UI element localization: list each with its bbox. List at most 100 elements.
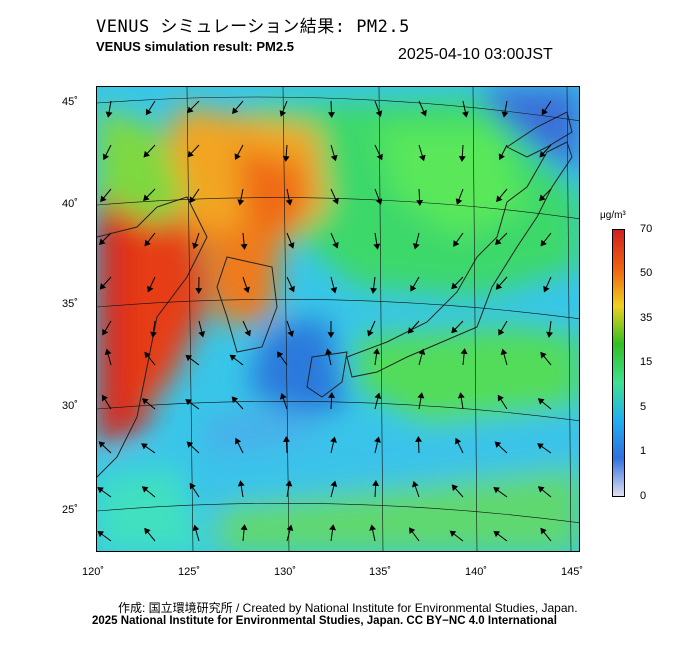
wind-arrowhead [144,351,151,359]
lon-label-135: 135˚ [369,566,392,578]
wind-arrowhead [288,242,295,249]
wind-arrowhead [410,284,417,292]
wind-arrowhead [240,243,248,250]
wind-arrowhead [105,111,113,118]
wind-arrowhead [537,443,544,450]
wind-arrowhead [546,331,553,338]
wind-arrowhead [329,524,336,531]
colorbar-unit: μg/m³ [600,210,626,221]
wind-arrowhead [374,436,381,443]
wind-arrowhead [144,239,151,247]
wind-arrowhead [327,112,335,118]
map-canvas [97,87,579,551]
credit-line-2: 2025 National Institute for Environmenta… [92,615,557,627]
wind-arrowhead [192,242,199,250]
wind-arrowhead [285,199,293,206]
wind-arrowhead [234,153,241,160]
wind-arrowhead [540,239,547,247]
wind-arrowhead [97,487,104,494]
title-japanese: VENUS シミュレーション結果: PM2.5 [96,17,410,37]
title-english: VENUS simulation result: PM2.5 [96,39,294,54]
colorbar-tick-1: 1 [640,445,647,457]
wind-arrowhead [451,484,459,491]
wind-arrowhead [189,196,196,204]
wind-arrowhead [373,243,381,250]
wind-arrowhead [372,480,380,486]
wind-arrowhead [495,238,502,246]
wind-arrowhead [141,398,149,405]
wind-arrowhead [412,243,420,250]
colorbar-tick-50: 50 [640,267,653,279]
wind-arrowhead [143,150,150,158]
wind-arrowhead [415,436,422,442]
wind-arrowhead [460,348,468,355]
wind-arrowhead [498,328,505,336]
wind-arrowhead [418,348,426,356]
wind-arrowhead [451,282,458,290]
pm25-map[interactable] [96,86,580,552]
wind-arrowhead [237,199,245,206]
lat-label-45: 45˚ [62,96,78,108]
lat-label-25: 25˚ [62,504,78,516]
wind-arrowhead [330,286,338,294]
wind-arrowhead [454,437,462,445]
wind-arrowhead [100,195,107,203]
wind-arrowhead [280,392,287,400]
wind-arrowhead [195,288,203,294]
wind-arrowhead [141,443,148,450]
wind-arrowhead [330,480,338,488]
wind-arrowhead [332,197,339,205]
wind-arrowhead [376,153,383,161]
wind-arrowhead [498,153,505,161]
colorbar-tick-35: 35 [640,312,653,324]
wind-arrowhead [325,348,332,355]
wind-arrowhead [539,150,546,158]
wind-arrowhead [328,392,336,398]
wind-arrowhead [145,108,152,116]
wind-arrowhead [237,480,245,487]
wind-arrowhead [243,286,250,294]
wind-arrowhead [186,441,194,448]
wind-arrowhead [198,331,206,338]
wind-arrowhead [283,436,290,442]
wind-arrowhead [418,154,426,162]
wind-arrowhead [185,354,193,362]
wind-arrowhead [543,285,550,293]
wind-arrowhead [240,524,248,531]
colorbar [612,229,625,497]
wind-arrowhead [540,527,547,535]
wind-arrowhead [141,486,149,493]
colorbar-tick-15: 15 [640,356,653,368]
lat-label-35: 35˚ [62,298,78,310]
wind-arrowhead [370,287,378,294]
wind-arrowhead [374,392,382,400]
wind-arrowhead [99,238,106,246]
wind-arrowhead [147,285,154,293]
wind-arrowhead [501,111,509,118]
wind-arrowhead [375,110,383,117]
wind-arrowhead [287,330,294,338]
wind-arrowhead [369,524,377,531]
lat-label-30: 30˚ [62,400,78,412]
wind-arrowhead [420,109,427,117]
wind-arrowhead [451,326,458,334]
wind-arrowhead [493,530,501,538]
wind-arrowhead [288,285,295,293]
wind-arrowhead [455,198,463,205]
wind-arrowhead [276,351,284,359]
wind-arrowhead [279,110,287,117]
colorbar-tick-70: 70 [640,223,653,235]
wind-arrowhead [143,194,150,202]
wind-arrowhead [417,392,425,399]
forecast-timestamp: 2025-04-10 03:00JST [398,46,553,63]
wind-arrowhead [187,106,194,114]
wind-arrowhead [500,348,508,356]
wind-arrowhead [330,436,337,443]
wind-arrowhead [286,524,294,532]
wind-arrowhead [373,348,380,355]
wind-arrowhead [367,329,374,337]
wind-arrowhead [409,527,416,534]
wind-arrowhead [98,441,106,448]
wind-arrowhead [461,111,469,118]
wind-arrowhead [458,155,466,162]
